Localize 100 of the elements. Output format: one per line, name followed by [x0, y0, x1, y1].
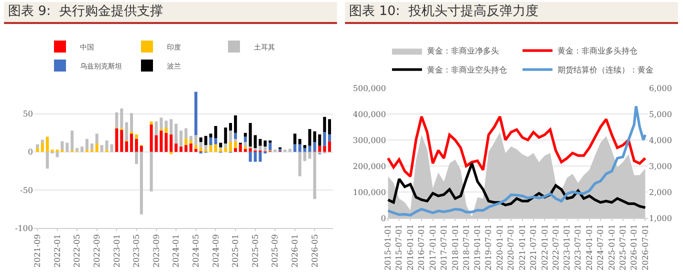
y-tick-label: 400,000 [352, 110, 386, 119]
bar [199, 137, 202, 142]
bar [115, 112, 118, 128]
bar [36, 148, 39, 152]
x-tick-label: 2026-01-01 [630, 224, 639, 270]
legend-label: 期货结算价（连续）：黄金 [558, 66, 654, 75]
bar [313, 142, 316, 152]
bar [130, 113, 134, 132]
y-tick-label: 0 [28, 148, 33, 157]
y-tick-label: 100,000 [352, 188, 386, 197]
legend-label: 黄金：非商业净多头 [427, 46, 499, 56]
bar [248, 122, 252, 147]
x-tick-label: 2015-07-01 [394, 224, 404, 270]
x-tick-label: 2024-01 [172, 234, 181, 268]
bar [313, 152, 316, 200]
bar [268, 142, 272, 150]
legend-label: 黄金：非商业空头持仓 [427, 66, 507, 75]
x-tick-label: 2020-01-01 [495, 224, 504, 270]
bar [209, 137, 212, 146]
bar [288, 148, 292, 152]
bar [194, 92, 198, 136]
x-tick-label: 2023-05 [132, 234, 142, 268]
bar [46, 136, 49, 152]
bar [298, 152, 302, 176]
bar [115, 128, 118, 152]
bar [303, 152, 306, 162]
bar [244, 148, 247, 152]
bar [164, 120, 168, 128]
bar [224, 144, 228, 148]
x-tick-label: 2020-07-01 [506, 224, 516, 270]
x-tick-label: 2025-09 [270, 234, 280, 268]
bar [150, 124, 153, 152]
bar [254, 135, 257, 148]
bar [95, 134, 98, 144]
x-tick-label: 2022-09 [92, 234, 102, 268]
bar [134, 138, 138, 152]
x-tick-label: 2017-01-01 [428, 224, 438, 270]
bar [194, 135, 198, 146]
x-tick-label: 2022-05 [72, 234, 82, 268]
bar [244, 136, 247, 142]
bar [134, 134, 138, 139]
chart-title: 图表 10: 投机头寸提高反弹力度 [345, 2, 678, 24]
bar [189, 140, 192, 144]
bar [150, 152, 153, 192]
bar [229, 130, 232, 142]
bar [293, 144, 296, 152]
y2-tick-label: 2,000 [649, 188, 672, 197]
y-tick-label: 500,000 [352, 84, 386, 93]
x-tick-label: 2023-07-01 [574, 224, 583, 270]
bar [238, 144, 242, 152]
bar [76, 148, 79, 152]
bar [56, 152, 59, 158]
bar [85, 138, 88, 150]
bar [100, 145, 104, 152]
bar [199, 147, 202, 152]
bar [180, 130, 183, 147]
x-tick-label: 2022-07-01 [551, 224, 560, 270]
x-tick-label: 2026-07-01 [640, 224, 650, 270]
bar [134, 152, 138, 164]
bar [303, 145, 306, 148]
bar [184, 138, 188, 146]
x-tick-label: 2016-07-01 [417, 224, 426, 270]
bar [46, 152, 49, 169]
bar [224, 128, 228, 144]
bar [184, 128, 188, 138]
bar [234, 148, 237, 152]
bar [174, 124, 178, 144]
x-tick-label: 2022-01 [52, 234, 62, 268]
x-tick-label: 2026-05 [310, 234, 320, 268]
x-tick-label: 2025-01 [231, 234, 240, 268]
bar [125, 141, 128, 152]
bar [120, 130, 124, 152]
bar [264, 140, 267, 147]
x-tick-label: 2019-07-01 [484, 224, 494, 270]
legend-label: 黄金：非商业多头持仓 [558, 46, 638, 56]
x-tick-label: 2025-05 [250, 234, 260, 268]
x-tick-label: 2025-07-01 [618, 224, 628, 270]
y2-tick-label: 4,000 [649, 136, 672, 145]
bar [328, 134, 332, 142]
bar [150, 121, 153, 124]
bar [323, 116, 326, 132]
bar [120, 108, 124, 128]
bar [318, 134, 322, 146]
bar [293, 134, 296, 144]
x-tick-label: 2016-01-01 [406, 224, 415, 270]
x-tick-label: 2023-01-01 [562, 224, 572, 270]
bar [40, 142, 44, 152]
line-series [387, 115, 647, 178]
y-tick-label: -50 [20, 186, 33, 195]
bar [125, 122, 128, 140]
y2-tick-label: 1,000 [649, 214, 672, 223]
bar [298, 138, 302, 144]
x-tick-label: 2024-07-01 [596, 224, 606, 270]
bar [224, 147, 228, 152]
x-tick-label: 2024-05 [191, 234, 200, 268]
bar [95, 144, 98, 152]
y2-tick-label: 3,000 [649, 162, 672, 171]
bar [264, 146, 267, 152]
bar [90, 144, 94, 150]
bar [303, 148, 306, 152]
